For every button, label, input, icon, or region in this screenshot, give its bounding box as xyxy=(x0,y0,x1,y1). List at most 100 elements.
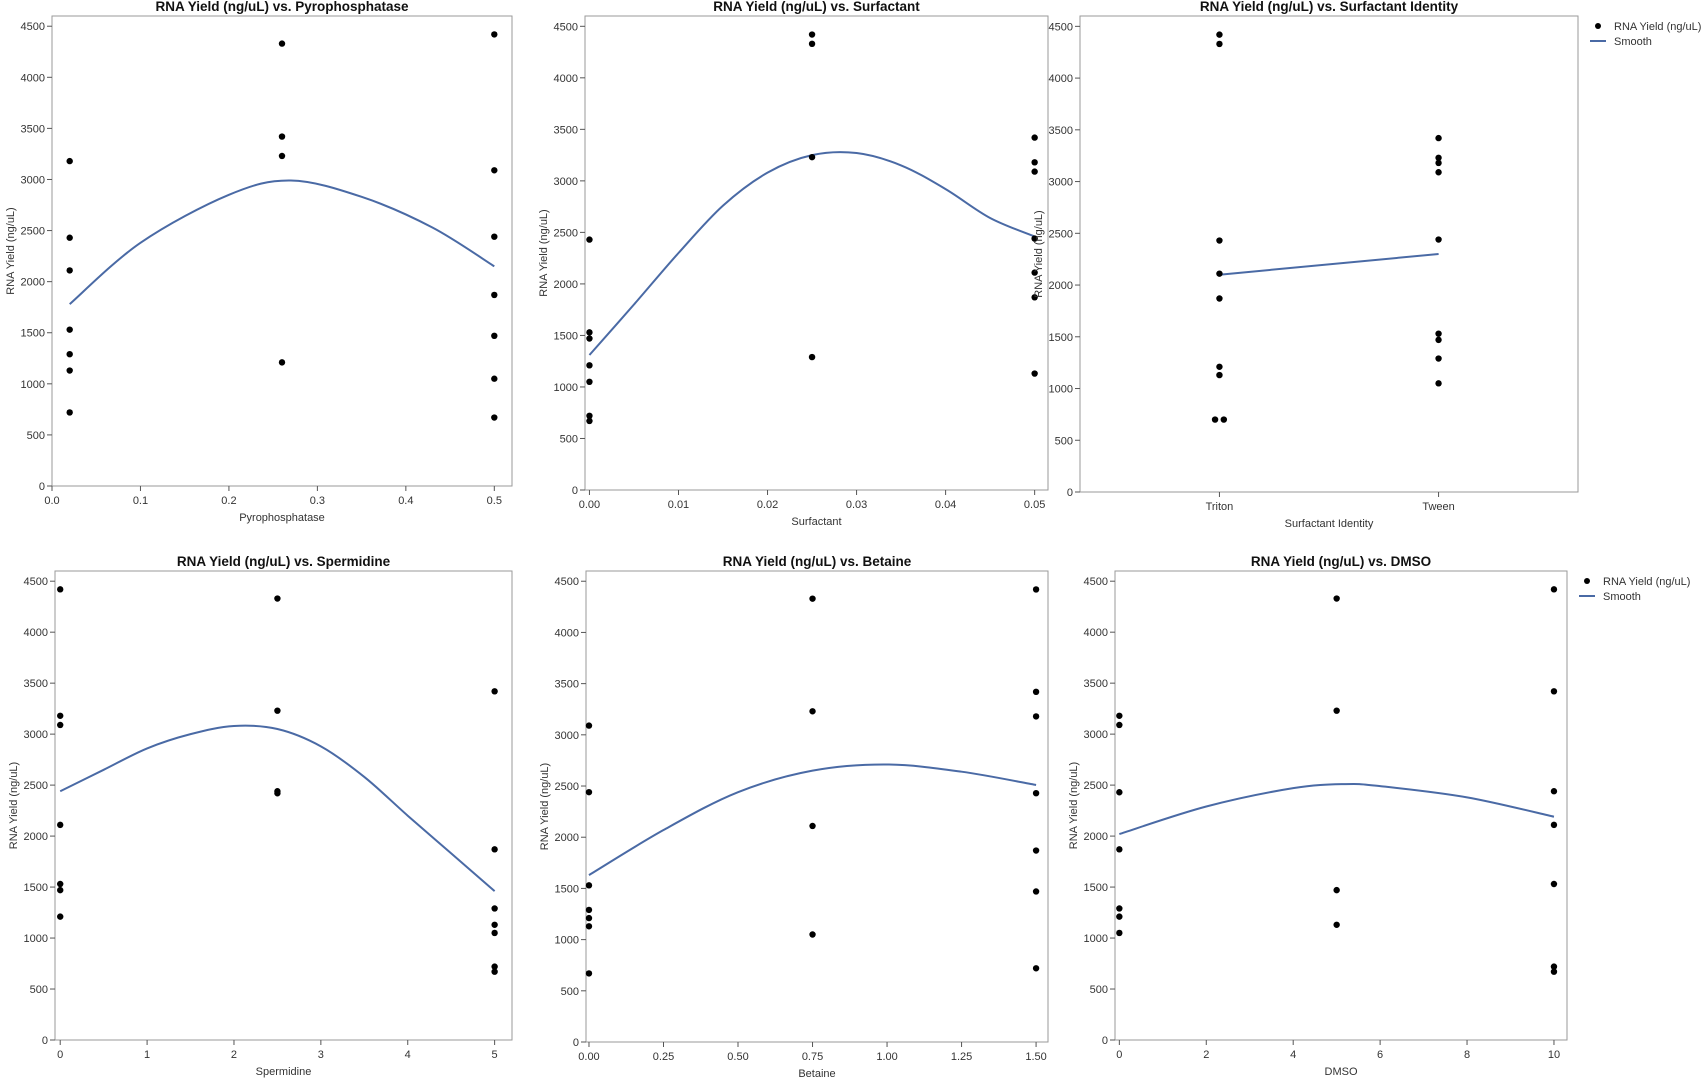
data-point xyxy=(1216,371,1223,379)
data-point xyxy=(491,31,498,38)
data-point xyxy=(586,417,593,425)
data-point xyxy=(808,353,816,361)
y-tick-label: 4000 xyxy=(24,627,48,639)
y-tick-label: 2000 xyxy=(555,832,579,844)
x-tick-label: 3 xyxy=(318,1049,324,1061)
data-point xyxy=(585,788,593,796)
data-point xyxy=(585,722,593,729)
y-tick-label: 2500 xyxy=(24,780,48,792)
data-point xyxy=(66,326,73,333)
data-point xyxy=(491,968,498,975)
chart-panel: RNA Yield (ng/uL) vs. DMSO05001000150020… xyxy=(1068,554,1690,1078)
data-point xyxy=(586,362,593,369)
data-point xyxy=(491,414,498,421)
data-point xyxy=(1435,236,1442,243)
data-point xyxy=(57,721,64,729)
data-point xyxy=(1032,713,1040,720)
y-tick-label: 3500 xyxy=(21,123,45,135)
data-point xyxy=(1116,721,1123,729)
data-point xyxy=(491,929,498,937)
data-point xyxy=(1032,789,1040,797)
y-tick-label: 3000 xyxy=(1049,177,1073,189)
y-tick-label: 500 xyxy=(27,430,45,442)
y-tick-label: 4000 xyxy=(554,73,578,85)
x-tick-label: 0.03 xyxy=(846,499,867,511)
legend-points-label: RNA Yield (ng/uL) xyxy=(1614,21,1701,33)
y-tick-label: 0 xyxy=(42,1035,48,1047)
data-point xyxy=(1031,370,1038,377)
y-tick-label: 2000 xyxy=(24,831,48,843)
data-point xyxy=(1550,968,1558,975)
x-axis-label: Spermidine xyxy=(256,1066,312,1078)
data-point xyxy=(1032,847,1040,854)
y-tick-label: 1000 xyxy=(555,935,579,947)
data-point xyxy=(1333,886,1340,894)
y-tick-label: 2500 xyxy=(1049,228,1073,240)
legend: RNA Yield (ng/uL) Smooth xyxy=(1590,21,1701,48)
data-point xyxy=(1116,929,1123,937)
y-tick-label: 2500 xyxy=(555,781,579,793)
y-tick-label: 1500 xyxy=(24,882,48,894)
y-tick-label: 1500 xyxy=(1049,332,1073,344)
chart-panel: RNA Yield (ng/uL) vs. Surfactant 0 500 1000… xyxy=(538,0,1049,528)
y-tick-label: 4000 xyxy=(1049,73,1073,85)
data-point xyxy=(1435,169,1442,176)
x-tick-label: 6 xyxy=(1377,1049,1383,1061)
data-point xyxy=(1031,235,1038,242)
y-tick-label: 4000 xyxy=(21,72,45,84)
data-point xyxy=(585,882,593,889)
data-point xyxy=(586,236,593,243)
data-point xyxy=(278,359,286,366)
data-point xyxy=(585,970,593,977)
data-point xyxy=(66,234,73,241)
y-tick-label: 3000 xyxy=(1084,729,1108,741)
data-point xyxy=(57,821,64,829)
y-tick-label: 3500 xyxy=(554,124,578,136)
data-point xyxy=(66,367,73,374)
y-tick-label: 1000 xyxy=(1084,933,1108,945)
x-tick-label: Triton xyxy=(1206,501,1234,513)
data-point xyxy=(1550,880,1558,888)
x-tick-label: 0.5 xyxy=(487,495,502,507)
data-point xyxy=(809,822,816,830)
x-axis-label: Pyrophosphatase xyxy=(239,512,325,524)
y-tick-label: 2500 xyxy=(21,226,45,238)
data-point xyxy=(1216,295,1223,302)
data-point xyxy=(491,846,498,853)
legend-point-marker xyxy=(1584,578,1590,584)
data-point xyxy=(274,595,281,602)
y-tick-label: 1000 xyxy=(24,933,48,945)
x-tick-label: 0.0 xyxy=(44,495,59,507)
smooth-line xyxy=(1219,253,1439,276)
legend-point-marker xyxy=(1595,23,1601,29)
x-tick-label: 1.25 xyxy=(951,1051,972,1063)
data-point xyxy=(1550,586,1558,593)
data-point xyxy=(1116,789,1123,796)
x-tick-label: 10 xyxy=(1548,1049,1560,1061)
x-tick-label: 0.75 xyxy=(802,1051,823,1063)
x-tick-label: 0.2 xyxy=(221,495,236,507)
data-point xyxy=(1031,134,1038,141)
data-point xyxy=(66,350,73,358)
data-point xyxy=(1550,788,1558,795)
x-tick-label: 0.02 xyxy=(757,499,778,511)
data-point xyxy=(66,409,73,416)
plot-frame xyxy=(584,15,1049,491)
x-tick-label: 8 xyxy=(1464,1049,1470,1061)
x-tick-label: 0.1 xyxy=(133,495,148,507)
data-point xyxy=(57,712,64,719)
y-tick-label: 3000 xyxy=(555,730,579,742)
x-tick-label: 0.04 xyxy=(935,499,956,511)
chart-panel: RNA Yield (ng/uL) vs. Surfactant Identit… xyxy=(1033,0,1701,530)
data-point xyxy=(1032,965,1040,972)
data-point xyxy=(1032,888,1040,895)
data-point xyxy=(66,267,73,274)
x-tick-label: 2 xyxy=(1203,1049,1209,1061)
y-tick-label: 3500 xyxy=(1049,125,1073,137)
x-tick-label: 4 xyxy=(405,1049,411,1061)
data-point xyxy=(491,332,498,340)
legend: RNA Yield (ng/uL) Smooth xyxy=(1579,576,1690,603)
data-point xyxy=(585,914,593,922)
y-tick-label: 500 xyxy=(561,986,579,998)
data-point xyxy=(491,905,498,912)
